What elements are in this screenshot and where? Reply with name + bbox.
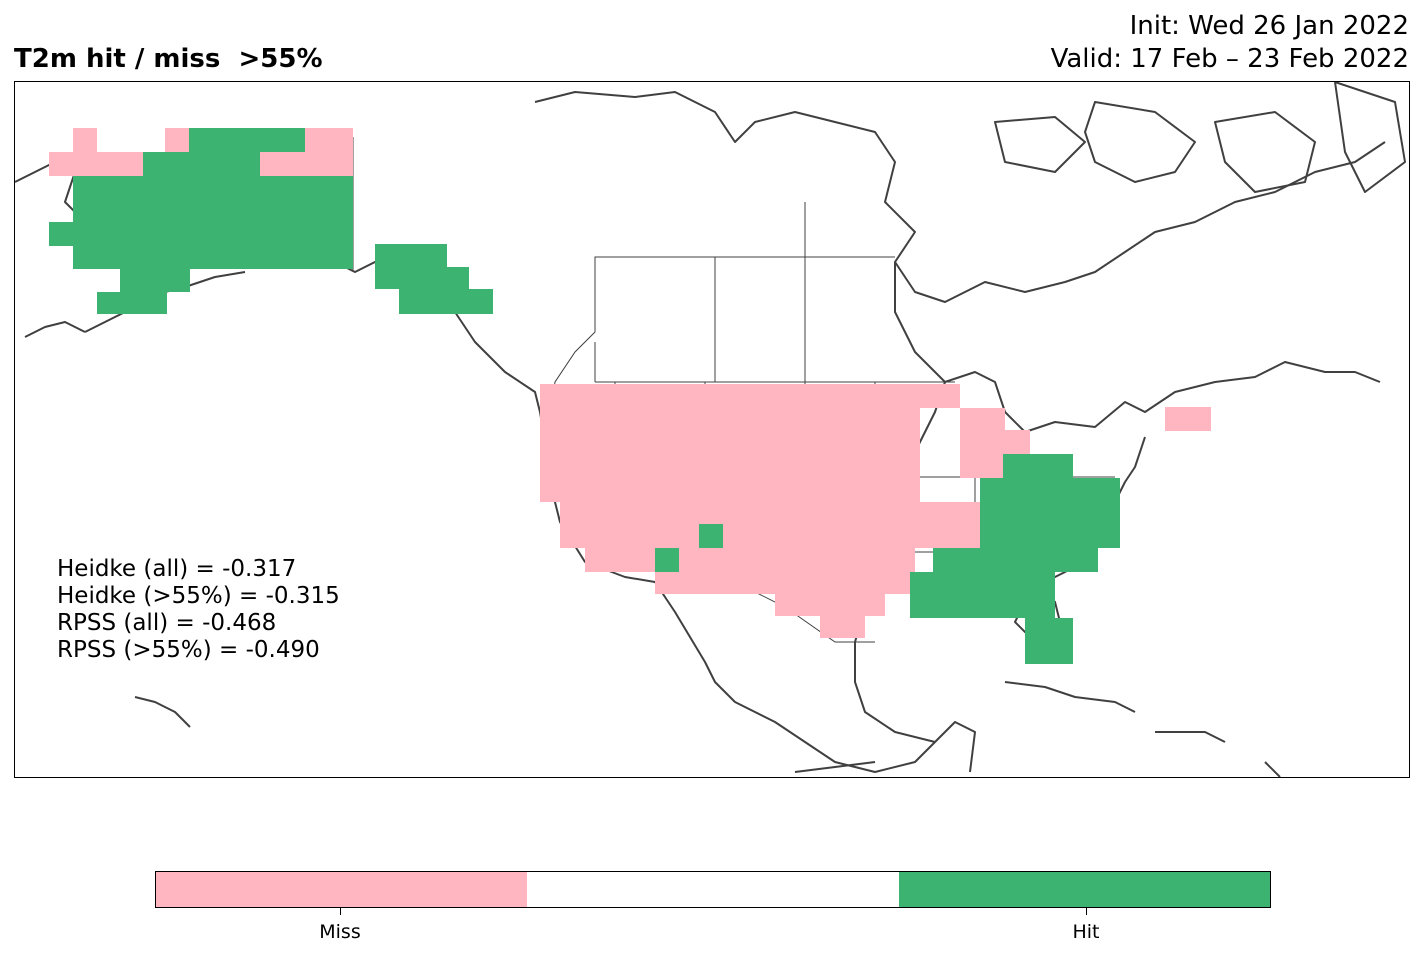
heidke-55-score: Heidke (>55%) = -0.315 [57,583,340,609]
valid-date: Valid: 17 Feb – 23 Feb 2022 [1050,44,1409,74]
heidke-all-score: Heidke (all) = -0.317 [57,556,297,582]
rpss-55-score: RPSS (>55%) = -0.490 [57,637,320,663]
map-panel [14,81,1410,778]
colorbar [155,871,1271,908]
skill-scores: Heidke (all) = -0.317 Heidke (>55%) = -0… [57,556,340,664]
colorbar-miss-segment [156,872,528,907]
rpss-all-score: RPSS (all) = -0.468 [57,610,277,636]
map-title: T2m hit / miss >55% [14,44,323,74]
colorbar-neutral-segment [527,872,899,907]
hit-cells [49,128,1120,664]
map-canvas [15,82,1406,777]
colorbar-tick-miss [340,908,341,915]
colorbar-label-hit: Hit [1072,921,1100,943]
miss-cells [49,128,1211,638]
date-info: Init: Wed 26 Jan 2022 Valid: 17 Feb – 23… [1051,10,1409,76]
init-date: Init: Wed 26 Jan 2022 [1129,11,1409,41]
colorbar-hit-segment [898,872,1270,907]
colorbar-tick-hit [1086,908,1087,915]
colorbar-label-miss: Miss [319,921,361,943]
